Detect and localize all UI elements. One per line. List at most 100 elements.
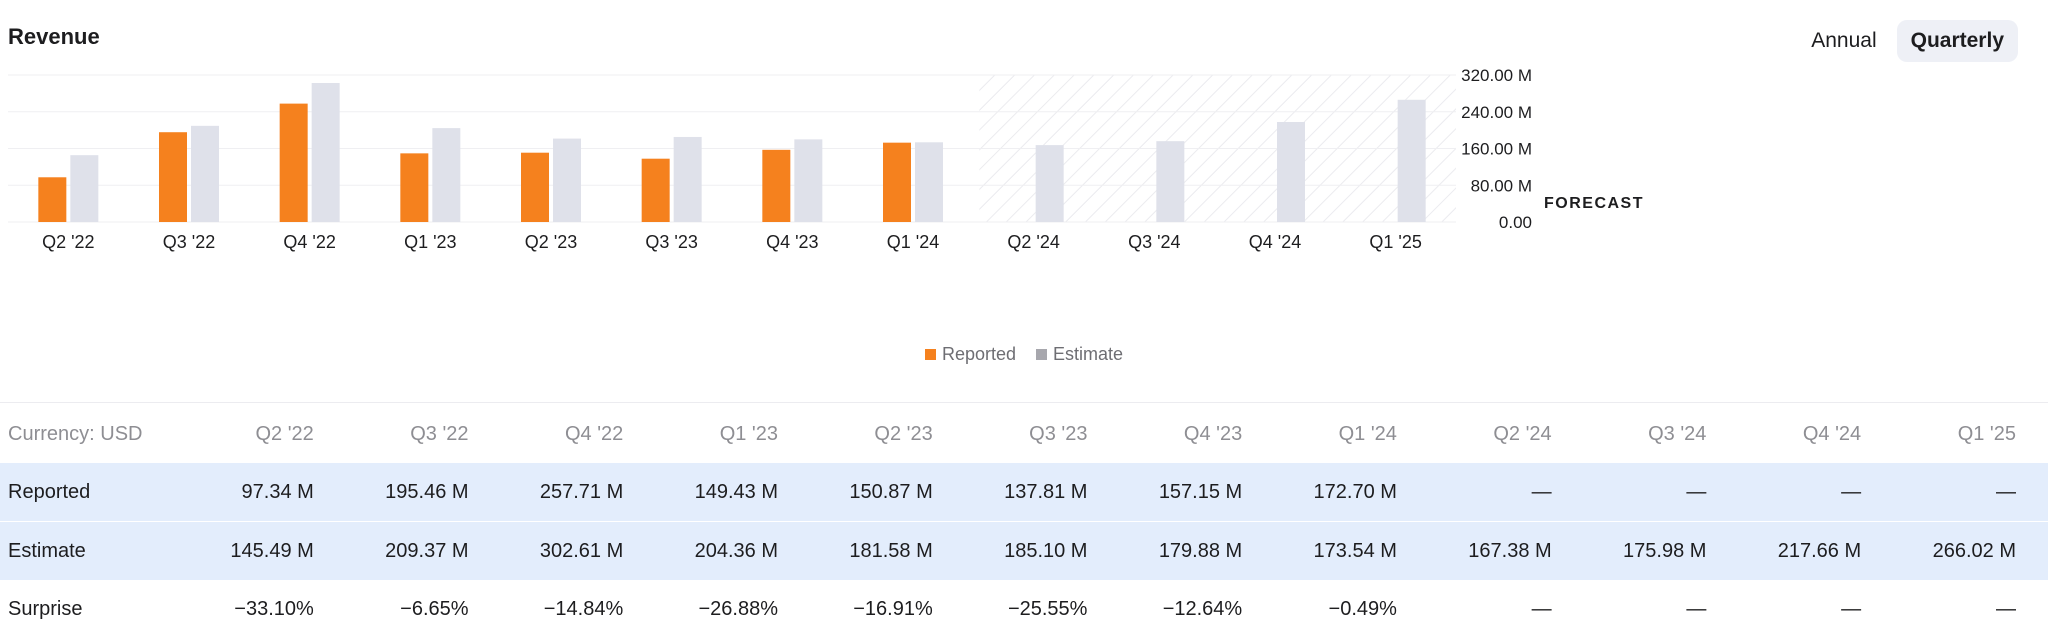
table-cell: −26.88%	[698, 597, 778, 620]
bar-estimate[interactable]	[553, 138, 581, 222]
bar-estimate[interactable]	[1156, 141, 1185, 222]
table-header-row: Currency: USD Q2 '22 Q3 '22 Q4 '22 Q1 '23 Q2…	[0, 405, 2048, 463]
forecast-badge-label: FORECAST	[1544, 195, 1644, 212]
revenue-bar-chart: 320.00 M 240.00 M 160.00 M 80.00 M 0.00 Q2 '…	[8, 66, 1656, 252]
quarterly-toggle-button[interactable]: Quarterly	[1896, 20, 2018, 62]
column-header: Q4 '23	[1183, 422, 1243, 445]
bar-estimate[interactable]	[915, 142, 943, 222]
y-tick-label: 320.00 M	[1461, 66, 1532, 85]
section-divider	[0, 402, 2048, 403]
x-tick-label: Q2 '23	[525, 232, 577, 252]
table-cell: 172.70 M	[1274, 463, 1429, 522]
table-cell: −6.65%	[400, 597, 469, 620]
column-header: Q2 '22	[255, 422, 314, 445]
table-cell: —	[1583, 463, 1739, 522]
column-header: Q4 '22	[564, 422, 624, 445]
table-cell: 175.98 M	[1583, 521, 1739, 580]
x-tick-label: Q4 '23	[766, 232, 818, 252]
bar-estimate[interactable]	[1277, 122, 1305, 222]
table-cell: 173.54 M	[1274, 521, 1429, 580]
legend-item-estimate[interactable]: Estimate	[1036, 344, 1123, 365]
column-header: Q1 '24	[1338, 422, 1397, 445]
table-cell: 150.87 M	[810, 463, 965, 522]
column-header: Q3 '22	[410, 422, 469, 445]
y-tick-label: 0.00	[1499, 213, 1532, 232]
table-cell: 217.66 M	[1738, 521, 1894, 580]
annual-toggle-button[interactable]: Annual	[1811, 29, 1877, 52]
column-header: Q3 '23	[1029, 422, 1088, 445]
table-cell: 167.38 M	[1428, 521, 1584, 580]
bar-estimate[interactable]	[191, 125, 219, 222]
bar-reported[interactable]	[762, 149, 791, 222]
table-cell: —	[1686, 597, 1707, 620]
period-toggle: Annual Quarterly	[1797, 20, 2018, 62]
table-cell: 179.88 M	[1119, 521, 1275, 580]
bar-reported[interactable]	[641, 158, 670, 222]
bar-estimate[interactable]	[432, 128, 461, 222]
legend-label-estimate: Estimate	[1053, 344, 1124, 364]
currency-label: Currency: USD	[8, 422, 143, 445]
table-cell: —	[1841, 597, 1862, 620]
legend-swatch-reported	[924, 349, 936, 360]
table-cell: 266.02 M	[1893, 521, 2048, 580]
row-label: Reported	[0, 463, 192, 522]
x-tick-label: Q2 '24	[1007, 232, 1059, 252]
table-cell: 204.36 M	[655, 521, 810, 580]
column-header: Q1 '25	[1957, 422, 2016, 445]
chart-title: Revenue	[8, 24, 100, 49]
legend-swatch-estimate	[1036, 349, 1048, 360]
table-cell: 97.34 M	[191, 463, 346, 522]
table-cell: —	[1893, 463, 2048, 522]
column-header: Q3 '24	[1648, 422, 1707, 445]
bar-estimate[interactable]	[794, 139, 823, 222]
column-header: Q2 '23	[874, 422, 933, 445]
bar-estimate[interactable]	[673, 136, 702, 222]
bar-estimate[interactable]	[311, 82, 340, 223]
table-cell: 302.61 M	[500, 521, 656, 580]
bar-estimate[interactable]	[1397, 99, 1426, 222]
legend-item-reported[interactable]: Reported	[924, 344, 1017, 365]
x-tick-label: Q4 '22	[283, 232, 335, 252]
table-cell: −33.10%	[234, 597, 314, 620]
x-tick-label: Q1 '25	[1369, 232, 1421, 252]
table-cell: 195.46 M	[345, 463, 501, 522]
table-cell: 185.10 M	[964, 521, 1120, 580]
table-cell: 209.37 M	[345, 521, 501, 580]
table-row-estimate: Estimate 145.49 M 209.37 M 302.61 M 204.36 M…	[0, 521, 2048, 580]
table-cell: —	[1531, 597, 1552, 620]
y-tick-label: 80.00 M	[1471, 176, 1532, 195]
bar-reported[interactable]	[38, 177, 67, 222]
column-header: Q2 '24	[1493, 422, 1552, 445]
x-tick-label: Q2 '22	[42, 232, 94, 252]
bar-reported[interactable]	[159, 132, 187, 222]
table-cell: —	[1738, 463, 1894, 522]
x-tick-label: Q1 '24	[887, 232, 939, 252]
table-cell: −14.84%	[543, 597, 624, 620]
x-tick-label: Q4 '24	[1249, 232, 1301, 252]
table-cell: —	[1428, 463, 1584, 522]
x-tick-label: Q1 '23	[404, 232, 456, 252]
table-cell: 149.43 M	[655, 463, 810, 522]
bar-reported[interactable]	[521, 152, 549, 222]
forecast-badge: FORECAST	[1532, 186, 1656, 218]
table-cell: 157.15 M	[1119, 463, 1275, 522]
x-tick-label: Q3 '22	[163, 232, 215, 252]
bar-reported[interactable]	[883, 142, 911, 222]
bar-estimate[interactable]	[70, 155, 99, 222]
table-cell: −0.49%	[1328, 597, 1397, 620]
column-header: Q4 '24	[1802, 422, 1862, 445]
table-cell: 145.49 M	[191, 521, 346, 580]
table-cell: 181.58 M	[810, 521, 965, 580]
revenue-table: Currency: USD Q2 '22 Q3 '22 Q4 '22 Q1 '23 Q2…	[0, 405, 2048, 638]
table-cell: —	[1996, 597, 2016, 620]
table-row-surprise: Surprise −33.10% −6.65% −14.84% −26.88% −16.9…	[0, 580, 2048, 638]
y-tick-label: 160.00 M	[1461, 140, 1532, 159]
table-cell: 257.71 M	[500, 463, 656, 522]
bar-reported[interactable]	[279, 103, 308, 222]
bar-reported[interactable]	[400, 153, 429, 222]
row-label: Surprise	[8, 597, 83, 620]
y-tick-label: 240.00 M	[1461, 103, 1532, 122]
legend-label-reported: Reported	[941, 344, 1017, 364]
bar-estimate[interactable]	[1035, 145, 1064, 222]
